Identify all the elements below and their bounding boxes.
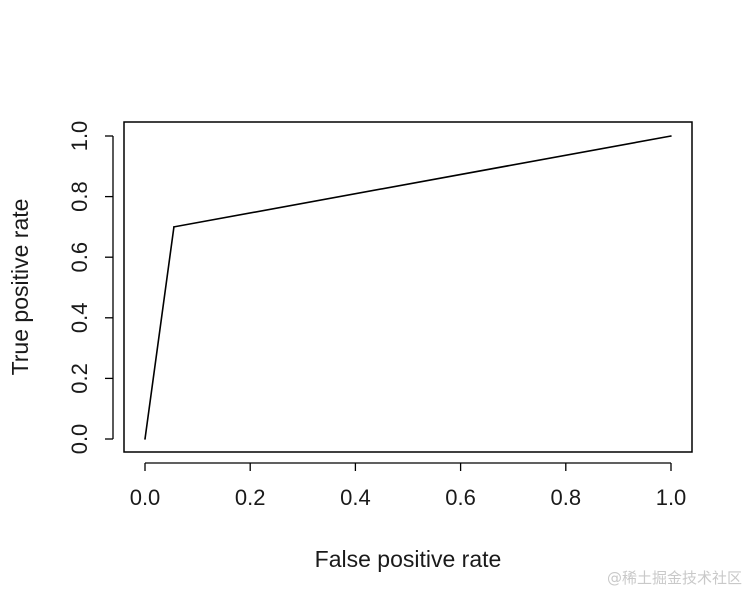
y-tick-label: 0.6 xyxy=(67,242,92,273)
plot-area-frame xyxy=(123,121,693,453)
y-tick-label: 1.0 xyxy=(67,121,92,152)
x-tick-label: 0.6 xyxy=(445,485,476,510)
x-tick-label: 0.8 xyxy=(551,485,582,510)
y-tick-label: 0.0 xyxy=(67,424,92,455)
x-axis: 0.0 0.2 0.4 0.6 0.8 1.0 xyxy=(130,462,687,510)
y-tick-label: 0.2 xyxy=(67,363,92,394)
y-axis: 0.0 0.2 0.4 0.6 0.8 1.0 xyxy=(67,121,114,455)
y-tick-label: 0.8 xyxy=(67,181,92,212)
roc-curve-line xyxy=(144,135,672,440)
x-tick-label: 0.2 xyxy=(235,485,266,510)
watermark: @稀土掘金技术社区 xyxy=(606,569,742,587)
y-axis-label: True positive rate xyxy=(7,199,33,376)
x-axis-label: False positive rate xyxy=(315,546,502,572)
x-tick-label: 0.4 xyxy=(340,485,371,510)
roc-curve-point xyxy=(144,438,146,440)
roc-curve-point xyxy=(173,226,175,228)
roc-curve-point xyxy=(670,135,672,137)
series-group xyxy=(144,135,672,440)
x-tick-label: 0.0 xyxy=(130,485,161,510)
x-tick-label: 1.0 xyxy=(656,485,687,510)
y-tick-label: 0.4 xyxy=(67,303,92,334)
